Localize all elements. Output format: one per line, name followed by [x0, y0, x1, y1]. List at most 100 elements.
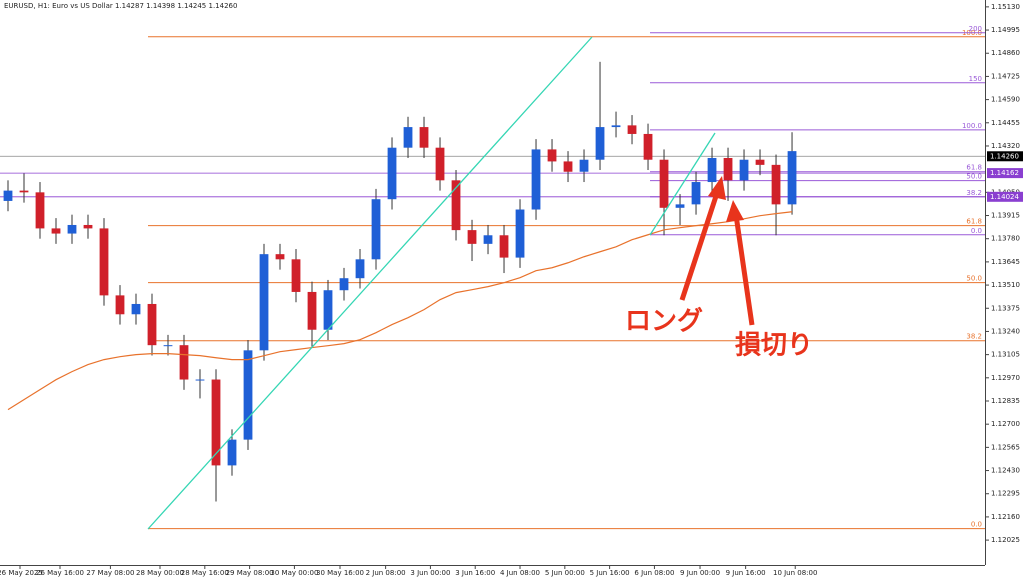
y-tick-label: 1.12430 [991, 467, 1020, 475]
candle-body [691, 182, 701, 205]
candle-body [451, 180, 461, 231]
candle-body [99, 228, 109, 296]
moving-average [7, 211, 793, 411]
candle-body [35, 192, 45, 229]
candle-body [387, 147, 397, 200]
candle-body [339, 278, 349, 291]
candle-body [227, 439, 237, 466]
y-tick-label: 1.12160 [991, 513, 1020, 521]
candle-body [83, 224, 93, 229]
fib-label: 50.0 [966, 275, 982, 283]
arrow [679, 176, 755, 326]
y-tick-label: 1.13645 [991, 258, 1020, 266]
y-tick-label: 1.12565 [991, 443, 1020, 451]
candle-body [147, 303, 157, 346]
x-tick-label: 4 Jun 08:00 [500, 569, 540, 577]
candle-body [499, 235, 509, 258]
y-tick-label: 1.13375 [991, 304, 1020, 312]
candle-body [19, 190, 29, 193]
y-tick-label: 1.13240 [991, 327, 1020, 335]
y-tick-label: 1.14995 [991, 26, 1020, 34]
x-tick-label: 10 Jun 08:00 [773, 569, 817, 577]
x-tick-label: 6 Jun 08:00 [634, 569, 674, 577]
price-tag-label: 1.14024 [990, 193, 1019, 201]
fib-label: 50.0 [966, 173, 982, 181]
y-tick-label: 1.13105 [991, 351, 1020, 359]
candle-body [435, 147, 445, 181]
x-tick-label: 5 Jun 00:00 [545, 569, 585, 577]
candle-body [675, 204, 685, 208]
candle-body [627, 125, 637, 134]
candle-body [755, 159, 765, 165]
candle-body [787, 151, 797, 205]
trend-line [649, 132, 716, 236]
x-tick-label: 9 Jun 00:00 [680, 569, 720, 577]
candle-body [3, 190, 13, 201]
x-tick-label: 5 Jun 16:00 [590, 569, 630, 577]
candle-body [163, 345, 173, 347]
price-tag [987, 191, 1023, 202]
fib-label: 0.0 [971, 227, 982, 235]
y-tick-label: 1.14455 [991, 119, 1020, 127]
candle-body [771, 164, 781, 205]
candle-body [659, 159, 669, 208]
candle-body [723, 157, 733, 181]
candle-body [531, 149, 541, 210]
x-tick-label: 29 May 08:00 [226, 569, 274, 577]
candle-body [323, 290, 333, 330]
y-tick-label: 1.12700 [991, 420, 1020, 428]
fib-label: 38.2 [966, 189, 982, 197]
candle-body [643, 133, 653, 160]
candle-body [211, 379, 221, 466]
price-tag-label: 1.14162 [990, 169, 1019, 177]
candle-body [115, 295, 125, 315]
trend-line [147, 36, 593, 530]
fib-label: 0.0 [971, 521, 982, 529]
y-tick-label: 1.14860 [991, 49, 1020, 57]
y-tick-label: 1.13780 [991, 235, 1020, 243]
price-tag-label: 1.14260 [990, 152, 1019, 160]
x-tick-label: 9 Jun 16:00 [726, 569, 766, 577]
candle-body [259, 254, 269, 351]
y-tick-label: 1.12970 [991, 374, 1020, 382]
candle-body [563, 161, 573, 172]
x-tick-label: 27 May 08:00 [86, 569, 134, 577]
candle-body [403, 127, 413, 148]
y-tick-label: 1.15130 [991, 3, 1020, 11]
candle-body [419, 127, 429, 148]
candle-body [739, 159, 749, 181]
y-tick-label: 1.14320 [991, 142, 1020, 150]
y-tick-label: 1.14590 [991, 96, 1020, 104]
y-tick-label: 1.13510 [991, 281, 1020, 289]
y-tick-label: 1.12295 [991, 490, 1020, 498]
candle-body [243, 350, 253, 440]
candle-body [515, 209, 525, 258]
candle-body [707, 157, 717, 183]
candle-body [579, 159, 589, 172]
x-tick-label: 28 May 00:00 [136, 569, 184, 577]
candle-body [467, 230, 477, 244]
candle-body [595, 127, 605, 160]
fib-label: 61.8 [966, 218, 982, 226]
x-tick-label: 3 Jun 16:00 [455, 569, 495, 577]
candle-body [307, 291, 317, 330]
x-tick-label: 28 May 16:00 [181, 569, 229, 577]
fib-label: 61.8 [966, 164, 982, 172]
candle-body [355, 259, 365, 279]
candle-body [67, 224, 77, 234]
candle-body [131, 303, 141, 315]
fib-label: 150 [969, 75, 982, 83]
y-tick-label: 1.13915 [991, 212, 1020, 220]
price-tag [987, 168, 1023, 179]
y-tick-label: 1.12835 [991, 397, 1020, 405]
x-tick-label: 26 May 16:00 [36, 569, 84, 577]
candle-body [611, 125, 621, 128]
candle-body [483, 235, 493, 244]
candle-body [179, 345, 189, 380]
candle-body [291, 259, 301, 292]
candle-body [547, 149, 557, 162]
annotation: ロング [625, 307, 703, 337]
annotation: 損切り [735, 331, 813, 361]
